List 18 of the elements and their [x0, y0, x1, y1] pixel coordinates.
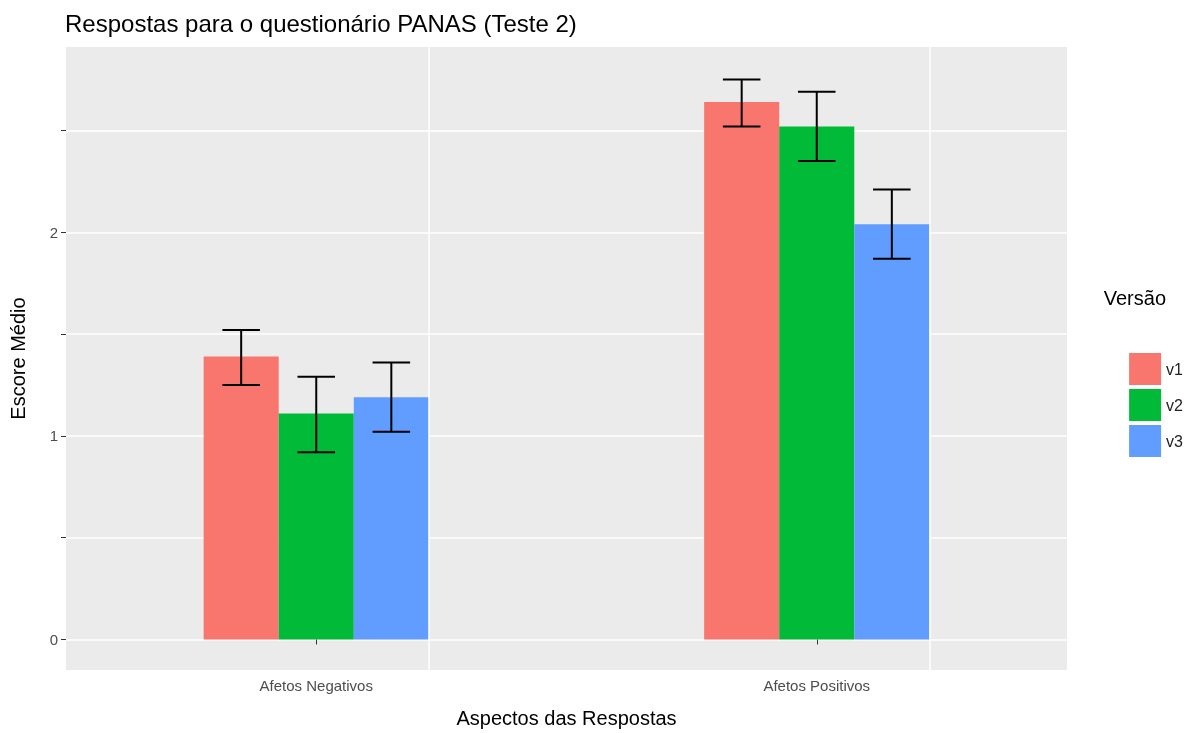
legend-title: Versão: [1103, 287, 1166, 309]
y-axis-title: Escore Médio: [7, 297, 29, 420]
y-tick-label: 1: [49, 427, 58, 445]
bar: [854, 224, 930, 640]
legend-label: v2: [1166, 396, 1184, 414]
x-tick-label: Afetos Positivos: [763, 677, 871, 694]
bar: [203, 356, 279, 640]
y-tick-label: 2: [49, 223, 58, 241]
bar: [704, 101, 780, 640]
x-tick-label: Afetos Negativos: [259, 677, 373, 694]
bar: [278, 413, 354, 640]
x-axis-title: Aspectos das Respostas: [456, 707, 677, 729]
bar: [353, 397, 429, 640]
chart-title: Respostas para o questionário PANAS (Teste 2): [65, 9, 577, 37]
y-tick-label: 0: [49, 630, 58, 648]
legend-label: v1: [1166, 360, 1184, 378]
legend-label: v3: [1166, 432, 1184, 450]
bar: [779, 126, 855, 640]
